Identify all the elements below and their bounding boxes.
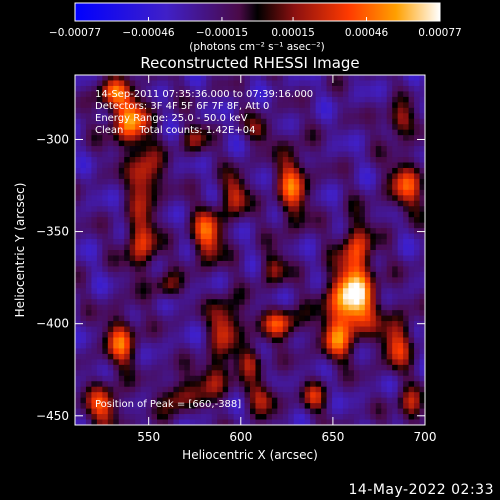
annotation-time-range: 14-Sep-2011 07:35:36.000 to 07:39:16.000 — [95, 89, 313, 100]
chart-title: Reconstructed RHESSI Image — [140, 54, 359, 72]
annotation-energy-range: Energy Range: 25.0 - 50.0 keV — [95, 113, 248, 124]
colorbar-tick-label: −0.00015 — [196, 27, 248, 39]
plot-frame — [74, 74, 426, 426]
y-tick-label: −450 — [36, 409, 69, 423]
y-tick-label: −350 — [36, 225, 69, 239]
heatmap-image — [75, 75, 426, 426]
footer-date: 14-May-2022 02:33 — [348, 482, 494, 498]
colorbar — [74, 2, 441, 22]
axis-ticks: 550 600 650 700 −300 −350 −400 −450 — [36, 75, 436, 444]
x-tick-label: 600 — [229, 430, 252, 444]
annotation-detectors: Detectors: 3F 4F 5F 6F 7F 8F, Att 0 — [95, 101, 269, 112]
peak-position-label: Position of Peak = [660,-388] — [95, 399, 241, 410]
colorbar-tick-label: 0.00046 — [345, 27, 389, 39]
annotation-block: 14-Sep-2011 07:35:36.000 to 07:39:16.000… — [95, 89, 313, 136]
colorbar-tick-label: 0.00015 — [271, 27, 314, 39]
y-tick-label: −300 — [36, 132, 69, 146]
x-tick-label: 700 — [414, 430, 437, 444]
colorbar-tick-label: −0.00077 — [49, 27, 101, 39]
colorbar-tick-label: 0.00077 — [418, 27, 461, 39]
x-axis-label: Heliocentric X (arcsec) — [182, 448, 318, 462]
y-tick-label: −400 — [36, 317, 69, 331]
x-tick-label: 550 — [137, 430, 160, 444]
colorbar-tick-label: −0.00046 — [122, 27, 175, 39]
colorbar-ticks: −0.00077 −0.00046 −0.00015 0.00015 0.00046 0.… — [49, 17, 462, 39]
annotation-total-counts: Clean Total counts: 1.42E+04 — [95, 125, 255, 136]
colorbar-units-label: (photons cm⁻² s⁻¹ asec⁻²) — [189, 41, 324, 53]
x-tick-label: 650 — [321, 430, 344, 444]
y-axis-label: Heliocentric Y (arcsec) — [13, 183, 27, 318]
